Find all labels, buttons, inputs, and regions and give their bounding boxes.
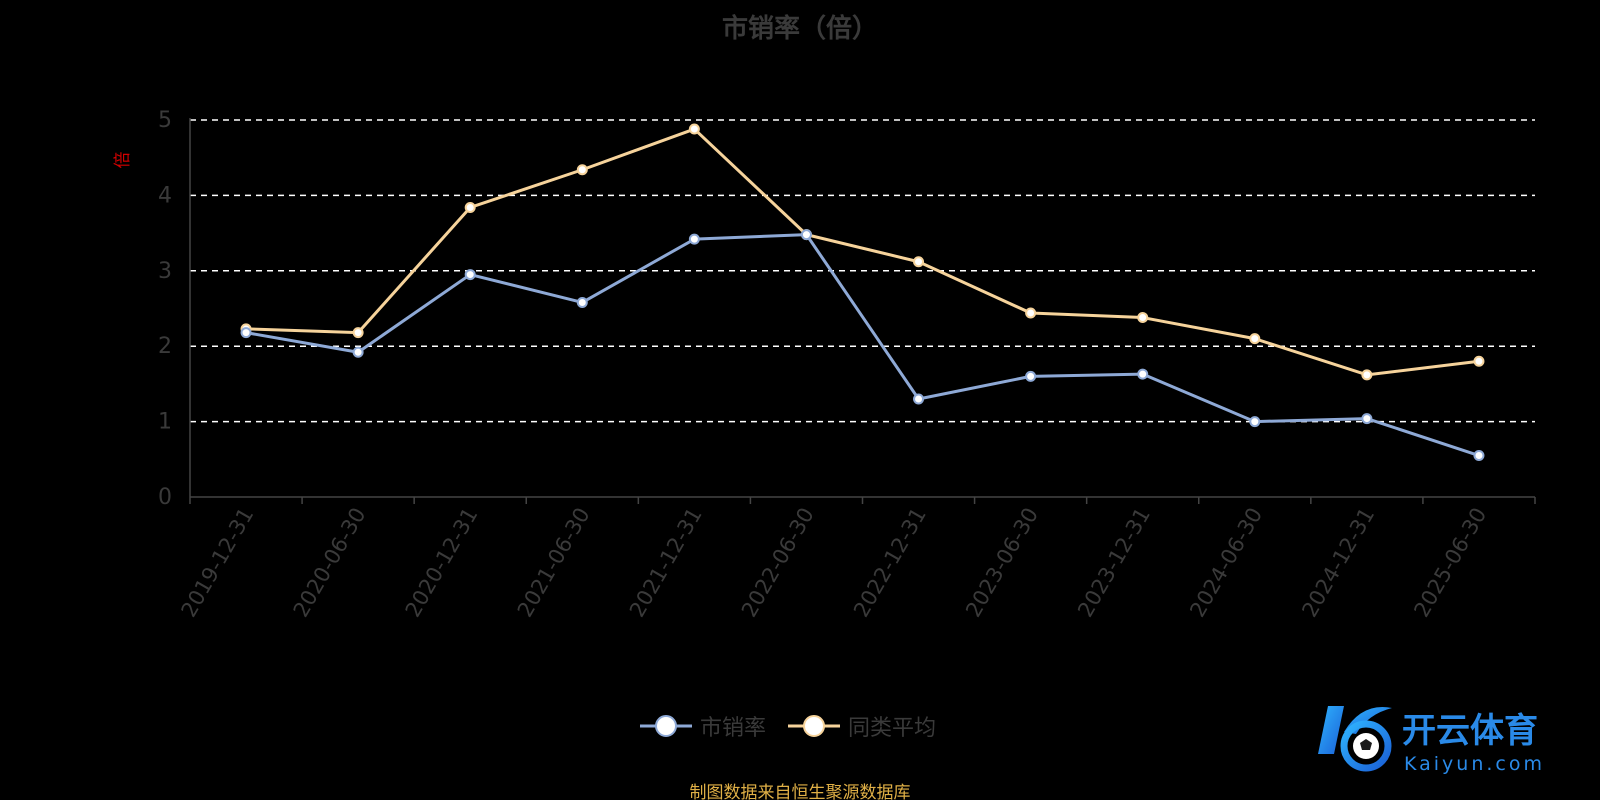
y-tick-label: 4 — [158, 183, 172, 208]
x-tick-label: 2023-12-31 — [1073, 504, 1155, 622]
data-point — [800, 229, 812, 241]
legend-marker-peer-avg-icon — [788, 715, 841, 737]
watermark-brand-en: Kaiyun.com — [1404, 753, 1545, 775]
x-tick-label: 2021-12-31 — [625, 504, 707, 622]
data-point — [1025, 307, 1037, 319]
data-point — [352, 327, 364, 339]
data-point — [576, 164, 588, 176]
x-tick-label: 2020-12-31 — [401, 504, 483, 622]
data-point — [1025, 370, 1037, 382]
data-point — [464, 269, 476, 281]
legend-label-peer-avg: 同类平均 — [848, 716, 937, 741]
legend: 市销率 同类平均 — [640, 710, 936, 742]
x-tick-label: 2019-12-31 — [177, 504, 259, 622]
y-tick-label: 2 — [158, 334, 172, 359]
tick-labels: 0 1 2 3 4 5 2019-12-31 2020-06-30 2020-12-31 2021… — [113, 108, 1491, 621]
data-point — [913, 393, 925, 405]
data-source-note: 制图数据来自恒生聚源数据库 — [689, 783, 911, 800]
data-point — [688, 233, 700, 245]
data-point — [1249, 333, 1261, 345]
x-tick-label: 2023-06-30 — [961, 504, 1043, 622]
y-tick-label: 3 — [158, 259, 172, 284]
data-point — [1473, 355, 1485, 367]
series-line-0 — [245, 233, 1480, 457]
series-lines — [240, 123, 1485, 462]
data-point — [1473, 450, 1485, 462]
watermark-brand-cn: 开云体育 — [1402, 711, 1538, 751]
line-chart: 0 1 2 3 4 5 2019-12-31 2020-06-30 2020-12-31 2021… — [113, 108, 1536, 621]
x-tick-label: 2020-06-30 — [289, 504, 371, 622]
legend-item-peer-avg[interactable]: 同类平均 — [788, 710, 936, 742]
data-point — [1361, 369, 1373, 381]
watermark-logo: 开云体育 Kaiyun.com — [1310, 698, 1590, 782]
grid-lines — [190, 119, 1535, 423]
data-point — [464, 201, 476, 213]
series-line-1 — [245, 127, 1480, 377]
data-point — [1137, 312, 1149, 324]
legend-marker-ps-icon — [640, 715, 692, 737]
y-axis-label: 倍 — [113, 152, 133, 169]
legend-item-ps[interactable]: 市销率 — [640, 710, 766, 742]
y-tick-label: 0 — [158, 485, 172, 510]
data-point — [352, 346, 364, 358]
data-point — [576, 296, 588, 308]
data-point — [1361, 413, 1373, 425]
y-tick-label: 5 — [158, 108, 172, 133]
x-tick-label: 2025-06-30 — [1409, 504, 1491, 622]
axes — [189, 118, 1536, 504]
data-point — [688, 123, 700, 135]
data-point — [1249, 416, 1261, 428]
x-tick-label: 2022-06-30 — [737, 504, 819, 622]
y-tick-label: 1 — [158, 410, 172, 435]
x-tick-label: 2024-06-30 — [1185, 504, 1267, 622]
x-tick-label: 2021-06-30 — [513, 504, 595, 622]
x-tick-label: 2024-12-31 — [1297, 504, 1379, 622]
kaiyun-ball-logo-icon: 开云体育 Kaiyun.com — [1318, 706, 1545, 775]
data-point — [913, 256, 925, 268]
data-point — [240, 327, 252, 339]
legend-label-ps: 市销率 — [700, 716, 767, 741]
data-point — [1137, 368, 1149, 380]
x-tick-label: 2022-12-31 — [849, 504, 931, 622]
chart-title: 市销率（倍） — [721, 14, 878, 44]
